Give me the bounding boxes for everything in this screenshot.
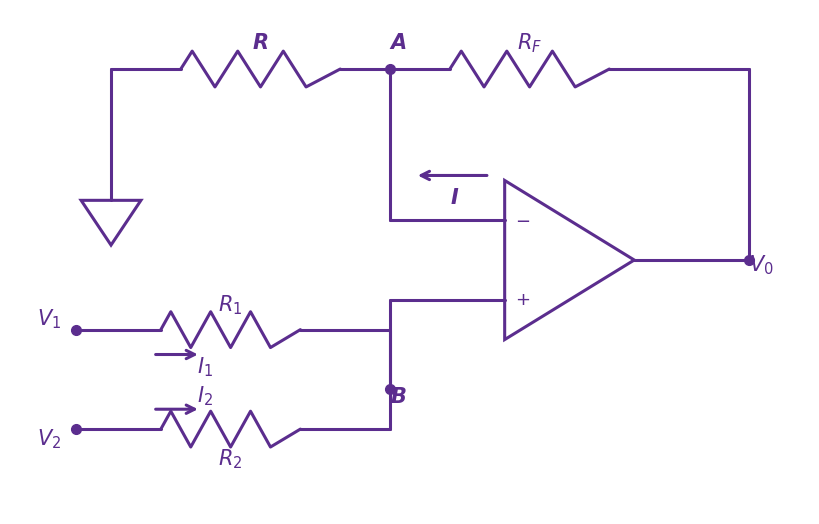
Text: B: B [390, 387, 406, 407]
Text: $I_1$: $I_1$ [197, 356, 213, 379]
Text: $R_2$: $R_2$ [219, 447, 242, 471]
Text: $-$: $-$ [515, 211, 530, 229]
Text: R: R [252, 33, 269, 53]
Text: $V_0$: $V_0$ [749, 253, 774, 277]
Text: $+$: $+$ [515, 291, 530, 309]
Text: $I_2$: $I_2$ [197, 385, 213, 408]
Text: $V_1$: $V_1$ [37, 308, 61, 332]
Text: I: I [451, 188, 459, 209]
Text: A: A [390, 33, 406, 53]
Text: $V_2$: $V_2$ [37, 427, 61, 451]
Text: $R_1$: $R_1$ [219, 293, 242, 316]
Text: $R_F$: $R_F$ [517, 31, 542, 55]
